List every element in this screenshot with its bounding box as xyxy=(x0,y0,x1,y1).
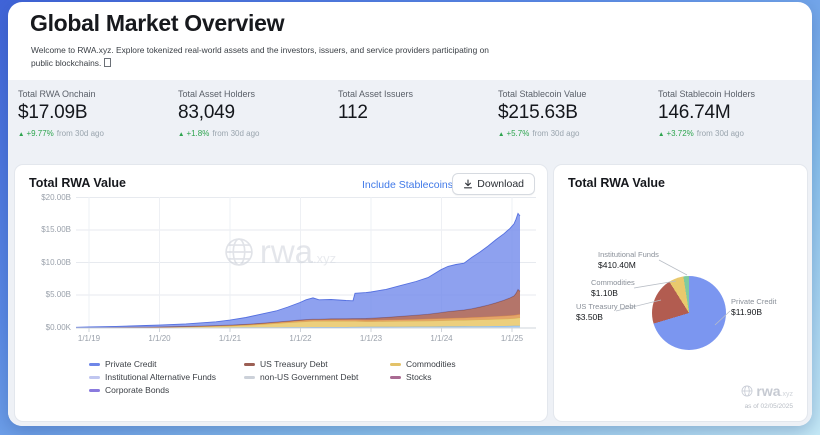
legend-marker xyxy=(390,362,402,366)
y-axis-tick-label: $5.00B xyxy=(45,290,71,299)
legend-label: non-US Government Debt xyxy=(260,372,359,382)
logo-text: rwa xyxy=(756,383,781,399)
stacked-area-chart[interactable] xyxy=(76,197,536,337)
callout-label: Institutional Funds xyxy=(598,250,659,259)
x-axis-tick-label: 1/1/23 xyxy=(359,334,383,343)
delta-period: from 30d ago xyxy=(696,129,744,138)
legend-marker xyxy=(89,362,100,366)
placeholder-box-icon xyxy=(104,58,112,68)
area-chart-title: Total RWA Value xyxy=(29,176,127,190)
stat-total-asset-issuers: Total Asset Issuers 112 xyxy=(338,89,496,124)
pie-chart-card: Total RWA Value Institutional Funds $410… xyxy=(553,164,808,422)
up-arrow-icon: ▲ xyxy=(18,131,25,138)
y-axis-tick-label: $10.00B xyxy=(41,257,71,267)
x-axis-tick-label: 1/1/22 xyxy=(289,334,312,343)
rwa-logo: rwa .xyz xyxy=(741,383,793,399)
callout-label: US Treasury Debt xyxy=(576,302,636,311)
callout-label: Private Credit xyxy=(731,297,777,306)
stat-delta: ▲ +5.7% from 30d ago xyxy=(498,129,656,138)
x-axis-tick-label: 1/1/19 xyxy=(77,334,101,343)
legend-label: Commodities xyxy=(406,359,456,369)
stat-delta: ▲ +1.8% from 30d ago xyxy=(178,129,336,138)
legend-item[interactable]: non-US Government Debt xyxy=(244,372,362,382)
legend-label: Stocks xyxy=(406,372,432,382)
stat-delta: ▲ +9.77% from 30d ago xyxy=(18,129,176,138)
stat-delta: ▲ +3.72% from 30d ago xyxy=(658,129,812,138)
x-axis-tick-label: 1/1/21 xyxy=(218,334,242,343)
callout-value: $11.90B xyxy=(731,307,763,317)
delta-period: from 30d ago xyxy=(212,129,260,138)
legend-label: Corporate Bonds xyxy=(105,385,170,395)
legend-marker xyxy=(244,362,256,366)
stat-value: $215.63B xyxy=(498,102,578,123)
stat-total-asset-holders: Total Asset Holders 83,049 ▲ +1.8% from 30… xyxy=(178,89,336,138)
stat-label: Total Stablecoin Value xyxy=(498,89,587,99)
chart-legend: Private Credit Institutional Alternative … xyxy=(89,359,508,395)
pie-chart[interactable] xyxy=(652,276,726,350)
download-button-label: Download xyxy=(477,178,524,190)
pie-callout-private-credit: Private Credit $11.90B xyxy=(731,297,776,317)
logo-suffix: .xyz xyxy=(780,391,793,398)
delta-percent: +5.7% xyxy=(506,129,530,138)
area-chart-card: Total RWA Value Include Stablecoins Down… xyxy=(14,164,548,422)
include-stablecoins-toggle[interactable]: Include Stablecoins xyxy=(361,179,453,191)
legend-item[interactable]: Private Credit xyxy=(89,359,216,369)
stat-total-stablecoin-holders: Total Stablecoin Holders 146.74M ▲ +3.72%… xyxy=(658,89,812,138)
stat-value: $17.09B xyxy=(18,102,88,123)
callout-value: $410.40M xyxy=(598,260,636,270)
stat-total-rwa-onchain: Total RWA Onchain $17.09B ▲ +9.77% from 30… xyxy=(18,89,176,138)
pie-callout-commodities: Commodities $1.10B xyxy=(591,278,635,298)
y-axis-tick-label: $0.00K xyxy=(45,322,71,332)
up-arrow-icon: ▲ xyxy=(178,131,185,138)
stat-total-stablecoin-value: Total Stablecoin Value $215.63B ▲ +5.7% fr… xyxy=(498,89,656,138)
stat-value: 112 xyxy=(338,102,368,123)
stat-label: Total Stablecoin Holders xyxy=(658,89,756,99)
legend-label: Institutional Alternative Funds xyxy=(105,372,217,382)
delta-percent: +1.8% xyxy=(186,129,210,138)
legend-item[interactable]: Commodities xyxy=(390,359,508,369)
legend-label: Private Credit xyxy=(105,359,157,369)
delta-period: from 30d ago xyxy=(532,129,580,138)
stat-value: 83,049 xyxy=(178,102,235,123)
up-arrow-icon: ▲ xyxy=(658,131,665,138)
y-axis-tick-label: $15.00B xyxy=(41,225,71,234)
x-axis-tick-label: 1/1/25 xyxy=(500,334,524,343)
legend-marker xyxy=(390,375,402,379)
download-icon xyxy=(464,179,473,189)
legend-item[interactable]: US Treasury Debt xyxy=(244,359,362,369)
legend-item[interactable]: Institutional Alternative Funds xyxy=(89,372,216,382)
stat-label: Total Asset Holders xyxy=(178,89,256,99)
x-axis-tick-label: 1/1/24 xyxy=(430,334,453,343)
page-subtitle-text: Welcome to RWA.xyz. Explore tokenized re… xyxy=(31,45,489,69)
stat-label: Total Asset Issuers xyxy=(338,89,414,99)
delta-percent: +9.77% xyxy=(26,129,54,138)
as-of-date: as of 02/05/2025 xyxy=(744,403,793,410)
callout-label: Commodities xyxy=(591,278,635,287)
y-axis-tick-label: $20.00B xyxy=(41,192,71,202)
globe-icon xyxy=(741,385,753,397)
delta-percent: +3.72% xyxy=(666,129,694,138)
callout-value: $3.50B xyxy=(576,312,603,322)
x-axis xyxy=(76,327,536,332)
delta-period: from 30d ago xyxy=(56,129,104,138)
pie-callout-institutional-funds: Institutional Funds $410.40M xyxy=(598,250,659,270)
pie-callout-us-treasury-debt: US Treasury Debt $3.50B xyxy=(576,302,636,322)
main-card: Global Market Overview Welcome to RWA.xy… xyxy=(8,2,812,426)
x-axis-tick-label: 1/1/20 xyxy=(148,334,171,343)
download-button[interactable]: Download xyxy=(452,173,535,195)
page-subtitle: Welcome to RWA.xyz. Explore tokenized re… xyxy=(31,44,505,71)
page-title: Global Market Overview xyxy=(30,10,285,36)
up-arrow-icon: ▲ xyxy=(498,131,505,138)
legend-item[interactable]: Stocks xyxy=(390,372,508,382)
legend-marker xyxy=(244,375,256,379)
area-series-layers xyxy=(76,212,521,329)
stat-value: 146.74M xyxy=(658,102,731,123)
stat-label: Total RWA Onchain xyxy=(18,89,96,99)
pie-chart-title: Total RWA Value xyxy=(568,176,666,190)
legend-marker xyxy=(89,388,100,392)
legend-marker xyxy=(89,375,100,379)
legend-item[interactable]: Corporate Bonds xyxy=(89,385,216,395)
callout-value: $1.10B xyxy=(591,288,618,298)
legend-label: US Treasury Debt xyxy=(260,359,328,369)
